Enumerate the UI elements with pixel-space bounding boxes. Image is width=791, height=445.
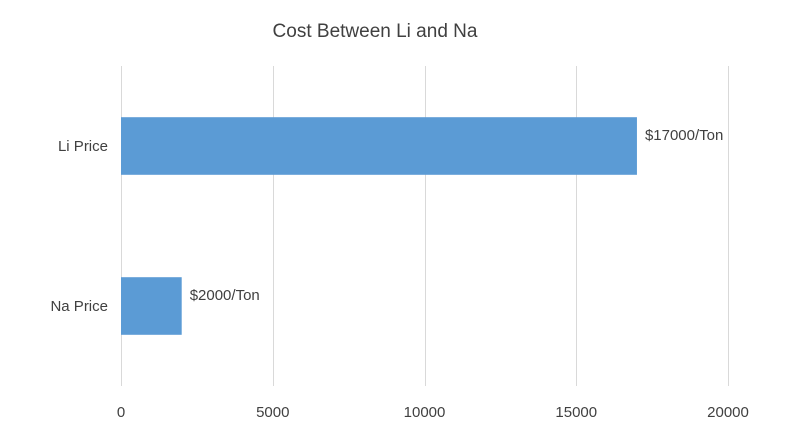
x-tick-label: 0 [117, 404, 125, 421]
x-tick-label: 20000 [707, 404, 749, 421]
x-tick-label: 10000 [404, 404, 446, 421]
category-label: Na Price [50, 298, 108, 315]
x-tick-label: 5000 [256, 404, 289, 421]
bar-na-price [121, 277, 182, 335]
data-label: $17000/Ton [645, 127, 723, 144]
category-label: Li Price [58, 138, 108, 155]
data-label: $2000/Ton [190, 287, 260, 304]
bar-li-price [121, 117, 637, 175]
chart-title: Cost Between Li and Na [273, 21, 478, 42]
x-tick-label: 15000 [555, 404, 597, 421]
